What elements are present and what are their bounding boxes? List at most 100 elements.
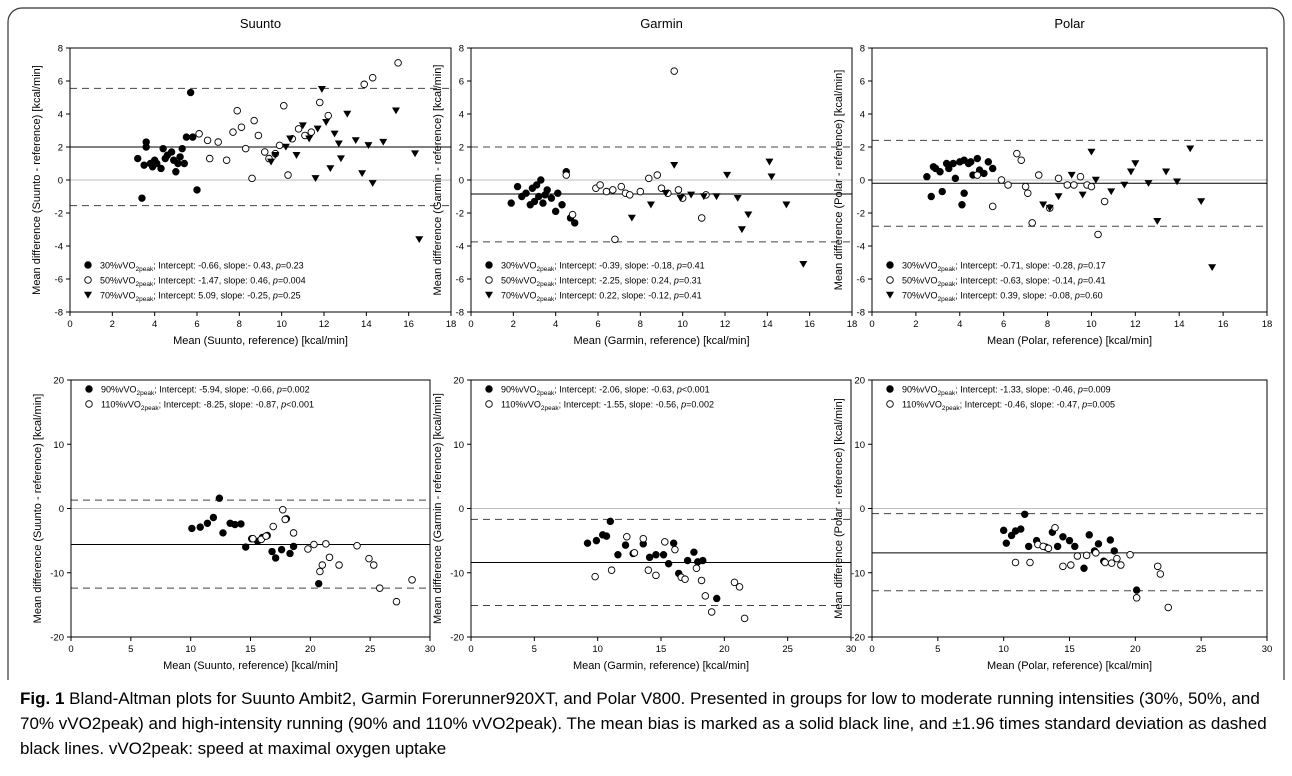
legend-marker bbox=[485, 400, 493, 408]
data-point bbox=[209, 513, 218, 522]
data-point bbox=[186, 88, 195, 97]
data-point bbox=[242, 543, 250, 551]
x-tick-label: 2 bbox=[913, 319, 918, 330]
data-point bbox=[596, 181, 604, 189]
y-tick-label: -8 bbox=[55, 308, 63, 319]
x-tick-label: 2 bbox=[110, 319, 115, 330]
y-tick-label: 6 bbox=[459, 77, 464, 88]
data-point bbox=[281, 515, 289, 524]
data-point bbox=[360, 80, 368, 89]
data-point bbox=[317, 86, 326, 93]
data-point bbox=[313, 125, 322, 133]
y-tick-label: -4 bbox=[55, 242, 63, 253]
x-tick-label: 14 bbox=[762, 319, 773, 330]
y-tick-label: 0 bbox=[860, 176, 865, 187]
data-point bbox=[250, 116, 258, 125]
data-point bbox=[674, 186, 683, 194]
data-point bbox=[670, 67, 678, 75]
x-axis-label: Mean (Garmin, reference) [kcal/min] bbox=[573, 660, 749, 672]
y-tick-label: 10 bbox=[53, 440, 64, 451]
y-tick-label: 20 bbox=[53, 376, 64, 387]
legend-marker bbox=[886, 291, 894, 299]
data-point bbox=[690, 548, 698, 556]
x-tick-label: 10 bbox=[1086, 319, 1097, 330]
y-tick-label: 4 bbox=[860, 110, 865, 121]
data-point bbox=[652, 571, 660, 580]
data-point bbox=[967, 158, 975, 166]
data-point bbox=[392, 597, 401, 606]
legend-entry: 70%vVO2peak; Intercept: 0.39, slope: -0.… bbox=[902, 291, 1103, 304]
series-30%vVO2peak bbox=[507, 168, 579, 227]
data-point bbox=[938, 187, 946, 196]
data-point bbox=[1017, 156, 1025, 164]
data-point bbox=[289, 542, 298, 551]
y-axis-label: Mean difference (Polar - reference) [kca… bbox=[833, 70, 845, 291]
data-point bbox=[744, 211, 753, 219]
data-point bbox=[304, 545, 312, 553]
data-point bbox=[1131, 160, 1140, 168]
series-50%vVO2peak bbox=[973, 149, 1109, 239]
data-point bbox=[334, 140, 343, 148]
data-point bbox=[697, 576, 706, 585]
y-tick-label: -8 bbox=[456, 308, 464, 319]
data-point bbox=[639, 534, 648, 543]
data-point bbox=[1051, 524, 1059, 532]
x-tick-label: 18 bbox=[1262, 319, 1273, 330]
data-point bbox=[1017, 525, 1025, 533]
data-point bbox=[730, 578, 739, 587]
y-axis-label: Mean difference (Polar - reference) [kca… bbox=[833, 398, 845, 619]
series-70%vVO2peak bbox=[1039, 145, 1217, 272]
y-tick-label: 20 bbox=[854, 376, 865, 387]
data-point bbox=[260, 148, 269, 156]
data-point bbox=[180, 159, 188, 168]
series-70%vVO2peak bbox=[267, 86, 424, 243]
data-point bbox=[176, 153, 184, 161]
legend-entry: 30%vVO2peak; Intercept: -0.66, slope:- 0… bbox=[100, 261, 304, 274]
data-point bbox=[997, 176, 1006, 184]
data-point bbox=[358, 170, 367, 177]
legend-entry: 110%vVO2peak; Intercept: -8.25, slope: -… bbox=[101, 400, 314, 413]
data-point bbox=[568, 210, 577, 219]
legend-entry: 110%vVO2peak; Intercept: -1.55, slope: -… bbox=[501, 400, 714, 413]
data-point bbox=[375, 584, 384, 592]
x-tick-label: 15 bbox=[1064, 644, 1075, 655]
data-point bbox=[289, 529, 298, 537]
data-point bbox=[645, 553, 654, 562]
series-50%vVO2peak bbox=[195, 59, 402, 183]
x-tick-label: 14 bbox=[361, 319, 372, 330]
data-point bbox=[607, 566, 616, 574]
x-tick-label: 10 bbox=[998, 644, 1009, 655]
data-point bbox=[626, 191, 634, 199]
data-point bbox=[1076, 172, 1085, 181]
series-110%vVO2peak bbox=[1011, 524, 1172, 612]
data-point bbox=[351, 137, 360, 144]
data-point bbox=[951, 174, 960, 183]
data-point bbox=[737, 226, 746, 234]
data-point bbox=[237, 520, 245, 528]
data-point bbox=[507, 199, 515, 207]
data-point bbox=[254, 131, 263, 140]
legend-marker bbox=[84, 261, 92, 269]
data-point bbox=[336, 155, 345, 163]
data-point bbox=[537, 176, 545, 184]
data-point bbox=[1045, 204, 1054, 212]
x-tick-label: 16 bbox=[804, 319, 815, 330]
data-point bbox=[740, 614, 749, 623]
data-point bbox=[157, 164, 165, 173]
data-point bbox=[271, 152, 280, 159]
data-point bbox=[322, 119, 331, 126]
data-point bbox=[311, 175, 320, 182]
data-point bbox=[193, 186, 201, 194]
data-point bbox=[335, 561, 343, 569]
data-point bbox=[1085, 531, 1093, 539]
x-tick-label: 0 bbox=[68, 644, 73, 655]
data-point bbox=[767, 173, 776, 181]
data-point bbox=[322, 540, 330, 548]
x-tick-label: 0 bbox=[869, 319, 874, 330]
x-tick-label: 14 bbox=[1174, 319, 1185, 330]
data-point bbox=[949, 159, 957, 168]
data-point bbox=[1021, 182, 1030, 191]
x-tick-label: 18 bbox=[446, 319, 457, 330]
